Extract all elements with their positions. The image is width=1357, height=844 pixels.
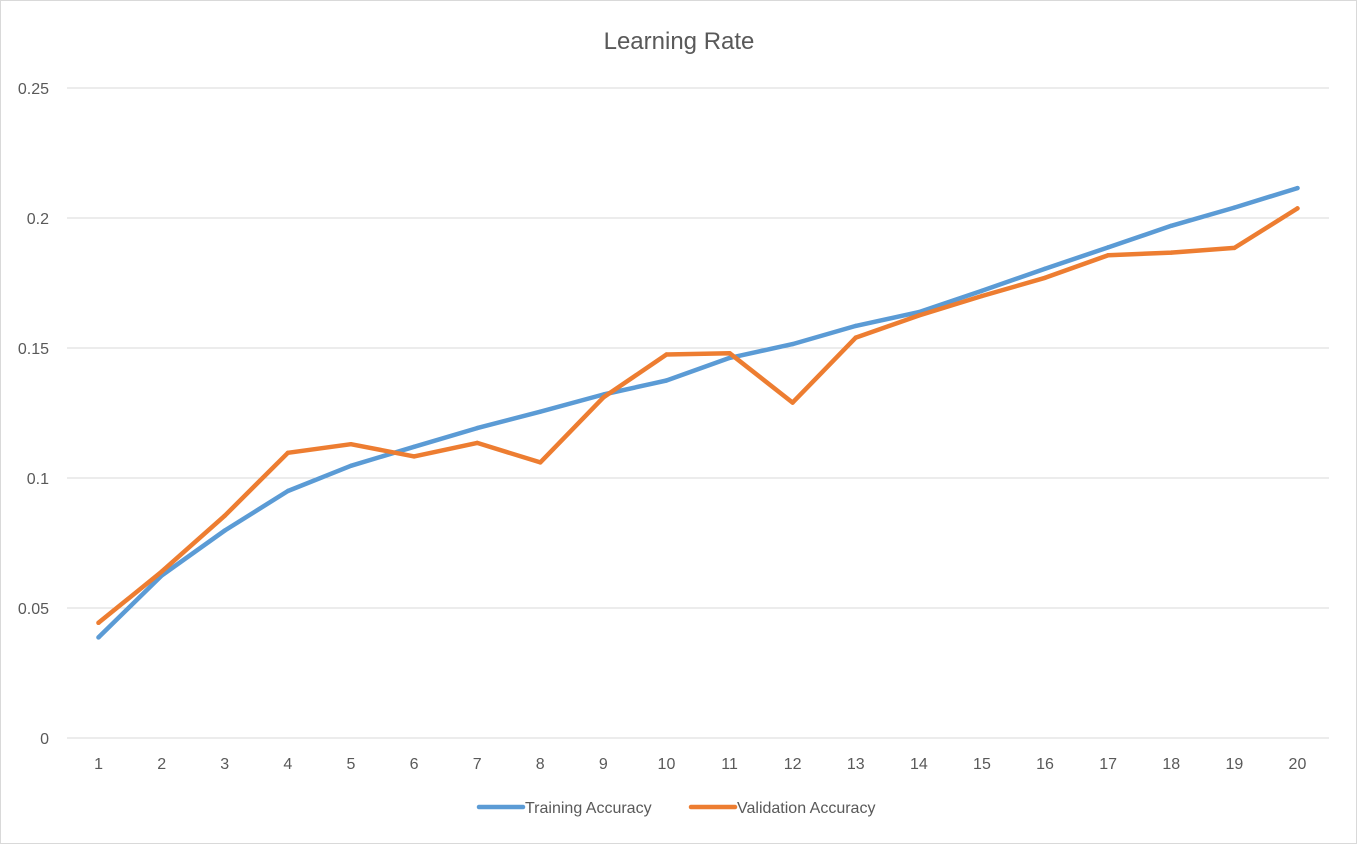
legend-label: Validation Accuracy [737, 800, 875, 817]
x-tick-label: 14 [910, 756, 928, 773]
x-tick-label: 20 [1289, 756, 1307, 773]
y-tick-label: 0.1 [27, 471, 49, 488]
data-point [1232, 205, 1237, 210]
data-point [1105, 245, 1111, 250]
data-point [853, 323, 858, 329]
data-point [222, 513, 227, 518]
legend: Training Accuracy Validation Accuracy [476, 800, 875, 817]
x-tick-label: 3 [220, 756, 229, 773]
data-point [285, 488, 291, 494]
data-point [1295, 185, 1300, 191]
data-point [1105, 252, 1111, 258]
gridlines [67, 87, 1329, 739]
x-tick-label: 10 [658, 756, 676, 773]
data-point [1295, 206, 1300, 211]
y-tick-label: 0.2 [27, 211, 49, 228]
data-point [916, 313, 922, 318]
y-tick-label: 0.15 [18, 341, 49, 358]
y-tick-label: 0 [40, 731, 49, 748]
x-tick-label: 19 [1225, 756, 1243, 773]
data-point [1042, 266, 1048, 271]
data-point [474, 425, 480, 431]
chart-title: Learning Rate [604, 28, 755, 55]
x-tick-label: 18 [1162, 756, 1180, 773]
series-line-training-accuracy [96, 185, 1300, 640]
data-point [664, 378, 669, 383]
data-point [96, 635, 101, 640]
x-tick-label: 8 [536, 756, 545, 773]
series-lines [96, 185, 1300, 640]
data-point [664, 352, 669, 357]
data-point [538, 460, 543, 465]
data-point [96, 620, 101, 626]
series-line-validation-accuracy [96, 206, 1300, 626]
data-point [1169, 250, 1174, 255]
x-tick-label: 6 [410, 756, 419, 773]
data-point [979, 293, 985, 299]
y-tick-label: 0.25 [18, 81, 49, 98]
data-point [790, 341, 795, 347]
data-point [727, 351, 732, 356]
data-point [601, 395, 606, 400]
data-point [538, 409, 543, 414]
x-tick-label: 2 [157, 756, 166, 773]
data-point [853, 335, 858, 340]
data-point [1169, 223, 1174, 228]
x-tick-label: 13 [847, 756, 865, 773]
x-axis-tick-labels: 1 2 3 4 5 6 7 8 9 10 11 12 13 14 15 16 17 18 19 20 [94, 756, 1306, 773]
data-point [159, 569, 164, 574]
data-point [348, 442, 354, 447]
data-point [979, 288, 985, 293]
x-tick-label: 15 [973, 756, 991, 773]
x-tick-label: 1 [94, 756, 103, 773]
data-point [1232, 245, 1237, 251]
data-point [474, 440, 480, 446]
x-tick-label: 16 [1036, 756, 1054, 773]
data-point [285, 450, 291, 455]
x-tick-label: 4 [283, 756, 292, 773]
x-tick-label: 11 [721, 756, 738, 773]
y-axis-tick-labels: 0 0.05 0.1 0.15 0.2 0.25 [18, 81, 49, 748]
legend-label: Training Accuracy [525, 800, 652, 817]
data-point [411, 444, 417, 449]
x-tick-label: 7 [473, 756, 482, 773]
data-point [222, 528, 227, 533]
x-tick-label: 5 [346, 756, 355, 773]
x-tick-label: 12 [784, 756, 802, 773]
x-tick-label: 17 [1099, 756, 1117, 773]
data-point [790, 400, 795, 405]
data-point [348, 463, 354, 468]
data-point [411, 454, 417, 459]
data-point [1042, 275, 1048, 280]
y-tick-label: 0.05 [18, 601, 49, 618]
x-tick-label: 9 [599, 756, 608, 773]
